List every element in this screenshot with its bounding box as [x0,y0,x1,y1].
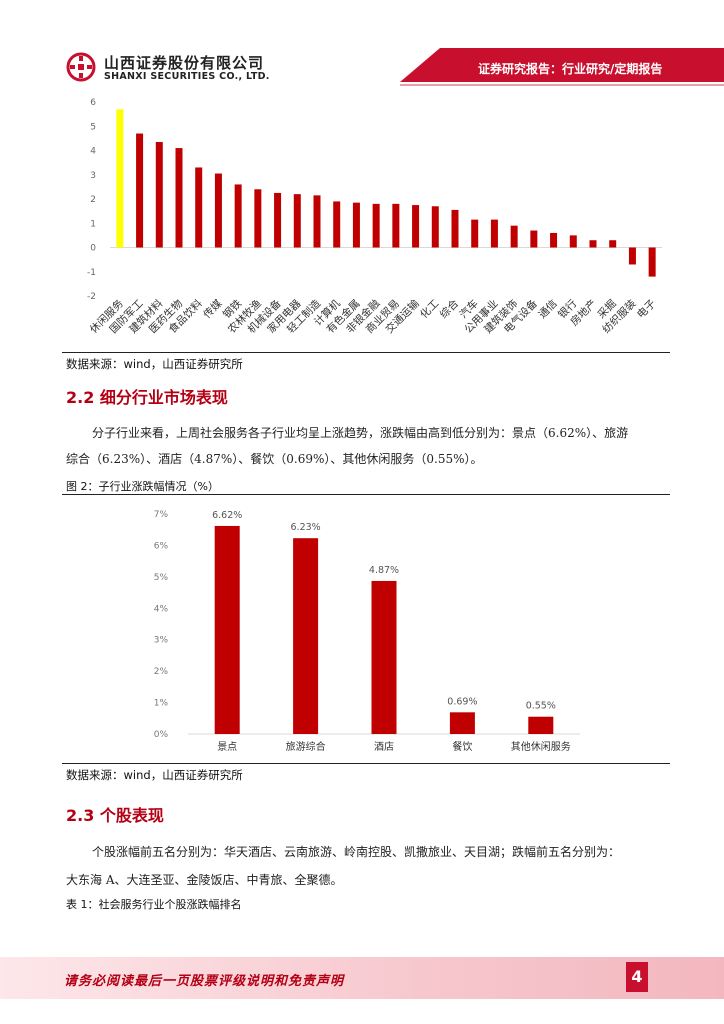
chart1-category-label: 化工 [417,297,441,321]
chart2-bottom-rule [62,763,670,764]
header-banner [400,48,724,86]
company-name-en: SHANXI SECURITIES CO., LTD. [104,71,270,82]
chart2-category-label: 餐饮 [452,740,472,753]
section-2-2-title: 2.2 细分行业市场表现 [66,388,228,407]
chart1-bar [313,195,321,248]
chart2-ytick: 2% [154,667,169,677]
chart1-category-label: 通信 [536,298,559,321]
section-2-3-para-line1: 个股涨幅前五名分别为：华天酒店、云南旅游、岭南控股、凯撒旅业、天目湖；跌幅前五名… [92,845,621,859]
chart1-bar [116,109,124,248]
chart1-bar [392,203,400,248]
chart2-data-label: 4.87% [369,565,399,576]
chart1-bar [214,173,222,248]
chart2-ytick: 3% [154,636,169,646]
figure-2-top-rule [62,494,670,495]
chart2-data-label: 0.55% [526,701,556,712]
chart1-bar [628,247,636,265]
figure-2-caption: 图 2：子行业涨跌幅情况（%） [66,480,219,493]
chart2-bar [293,538,319,734]
chart1-ytick: 0 [90,244,96,254]
chart1-bar [352,202,360,248]
chart2-bar [371,580,397,734]
chart1-bar [490,219,498,248]
chart2-ytick: 1% [154,699,169,709]
section-2-2-para-line2: 综合（6.23%）、酒店（4.87%）、餐饮（0.69%）、其他休闲服务（0.5… [66,452,483,466]
chart1-bar [530,230,538,248]
chart1-bar [195,167,203,248]
company-name-cn: 山西证券股份有限公司 [104,54,265,72]
page-number-box [626,962,648,992]
footer-disclaimer: 请务必阅读最后一页股票评级说明和免责声明 [64,974,345,989]
chart1-bar [431,206,439,248]
chart1-bar [569,235,577,248]
section-2-3-para-line2: 大东海 A、大连圣亚、金陵饭店、中青旅、全聚德。 [66,873,343,887]
chart1-bottom-rule [62,352,670,353]
chart1-category-label: 传媒 [201,297,225,321]
chart2-bar [214,525,240,734]
chart2-bar [449,712,475,734]
chart1-ytick: 3 [90,171,96,181]
company-logo-icon [66,52,96,82]
chart1-bar [234,184,242,248]
chart1-bar [510,225,518,248]
chart1-bar [609,240,617,248]
chart1-ytick: -1 [87,268,96,278]
chart1-ytick: 6 [90,98,96,108]
chart1-bar [550,232,558,248]
chart2-category-label: 酒店 [374,740,394,753]
chart1-bar [254,189,262,248]
chart1-bar [648,247,656,277]
chart1-bar [372,203,380,248]
header: 山西证券股份有限公司 SHANXI SECURITIES CO., LTD. 证… [0,0,724,95]
chart2-bar [528,716,554,734]
chart1-ytick: 1 [90,219,96,229]
chart2-ytick: 0% [154,730,169,740]
section-2-3-title: 2.3 个股表现 [66,806,164,825]
chart1-bar [293,194,301,248]
table-1-caption: 表 1：社会服务行业个股涨跌幅排名 [66,898,242,911]
chart1-ytick: 2 [90,195,96,205]
report-type-title: 证券研究报告：行业研究/定期报告 [478,62,663,76]
industry-change-chart: -2-10123456休闲服务国防军工建筑材料医药生物食品饮料传媒钢铁农林牧渔机… [87,98,662,336]
footer-band [0,957,724,999]
chart1-ytick: 5 [90,122,96,132]
chart2-ytick: 4% [154,604,169,614]
chart1-bar [471,219,479,248]
chart2-data-label: 6.23% [291,522,321,533]
chart2-data-label: 0.69% [447,696,477,707]
chart2-category-label: 其他休闲服务 [511,740,571,753]
chart1-category-label: 综合 [437,297,461,321]
chart1-bar [589,240,597,248]
chart1-category-label: 电子 [634,297,658,321]
chart2-category-label: 旅游综合 [286,740,326,753]
chart2-category-label: 景点 [217,741,237,753]
section-2-2-para-line1: 分子行业来看，上周社会服务各子行业均呈上涨趋势，涨跌幅由高到低分别为：景点（6.… [92,426,629,440]
chart1-bar [175,148,183,248]
chart1-ytick: -2 [87,292,96,302]
chart1-source: 数据来源：wind，山西证券研究所 [66,357,243,371]
chart1-bar [155,142,163,248]
chart2-ytick: 6% [154,541,169,551]
chart1-ytick: 4 [90,147,96,157]
page-number: 4 [631,967,643,986]
chart2-data-label: 6.62% [212,510,242,521]
sub-industry-change-chart: 0% 1% 2% 3% 4% 5% 6% 7% 6.62% 景点 6.23% 旅游综合 4.87% 酒店 0… [154,510,580,753]
chart2-ytick: 5% [154,573,169,583]
chart1-bar [451,209,459,248]
chart1-bar [136,133,144,248]
chart1-bar [333,201,341,248]
chart1-bar [412,205,420,248]
chart1-bar [274,192,282,248]
chart2-ytick: 7% [154,510,169,520]
chart2-source: 数据来源：wind，山西证券研究所 [66,768,243,782]
